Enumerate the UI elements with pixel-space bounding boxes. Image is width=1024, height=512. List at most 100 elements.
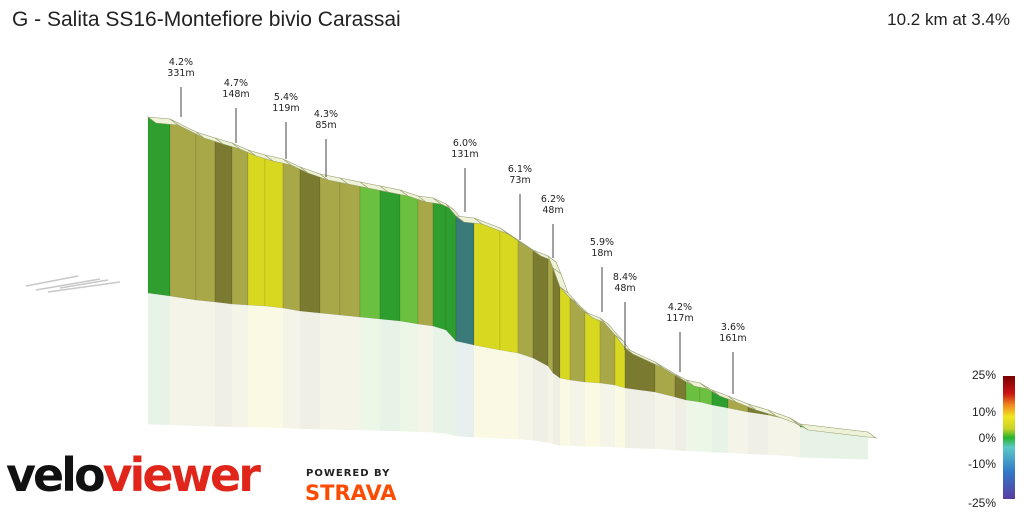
reflection-segment — [148, 293, 170, 425]
segment-grade-label: 4.2% — [169, 57, 193, 68]
reflection-segment — [500, 350, 518, 440]
profile-wall-segments — [147, 116, 869, 435]
legend-label-0: 0% — [978, 431, 996, 445]
strava-logo: STRAVA — [305, 481, 397, 505]
reflection-segment — [600, 383, 615, 448]
profile-segment — [417, 195, 434, 327]
profile-segment — [214, 137, 233, 305]
segment-marker: 4.3%85m — [314, 109, 338, 177]
reflection-segment — [433, 326, 446, 434]
segment-length-label: 119m — [272, 103, 299, 114]
wind-streak — [59, 279, 109, 289]
reflection-segment — [456, 341, 474, 438]
profile-segment — [169, 118, 197, 301]
reflection-segment — [675, 397, 686, 451]
profile-segment — [299, 166, 321, 314]
segment-marker: 6.1%73m — [508, 164, 532, 240]
reflection-segment — [615, 385, 625, 448]
profile-segment — [517, 239, 534, 359]
reflection-segment — [265, 306, 283, 428]
reflection-segment — [533, 358, 548, 443]
profile-segment — [264, 154, 284, 309]
profile-segment — [339, 177, 361, 318]
profile-segment — [231, 142, 249, 306]
legend-label-minus25: -25% — [967, 496, 996, 510]
segment-length-label: 85m — [315, 120, 336, 131]
profile-segment — [473, 217, 501, 351]
reflection-segment — [712, 405, 728, 453]
reflection-segment — [474, 345, 500, 439]
powered-by-label: POWERED BY — [306, 468, 391, 479]
profile-segment — [432, 197, 447, 331]
reflection-segment — [768, 415, 790, 456]
segment-grade-label: 6.0% — [453, 138, 477, 149]
segment-length-label: 148m — [222, 89, 249, 100]
reflection-segment — [215, 302, 232, 427]
profile-segment — [195, 131, 216, 303]
reflection-segment — [446, 330, 456, 437]
profile-segment — [445, 203, 457, 342]
profile-segment — [359, 181, 381, 320]
profile-segment — [247, 149, 266, 307]
reflection-segment — [232, 304, 248, 428]
segment-length-label: 117m — [666, 313, 693, 324]
profile-segment — [569, 297, 586, 383]
profile-segment — [584, 311, 601, 384]
reflection-segment — [570, 380, 585, 447]
segment-grade-label: 4.7% — [224, 78, 248, 89]
reflection-segment — [380, 319, 400, 432]
reflection-segment — [686, 400, 700, 452]
segment-length-label: 73m — [509, 175, 530, 186]
segment-length-label: 331m — [167, 68, 194, 79]
wind-streak — [35, 278, 101, 291]
reflection-segment — [728, 408, 748, 454]
wind-streaks — [25, 275, 121, 293]
reflection-segment — [248, 305, 265, 428]
legend-label-minus10: -10% — [967, 457, 996, 471]
logo-viewer: viewer — [102, 448, 261, 502]
veloviewer-logo: veloviewer — [6, 452, 261, 498]
segment-marker: 4.2%331m — [167, 57, 195, 117]
page-title: G - Salita SS16-Montefiore bivio Carassa… — [12, 8, 401, 31]
reflection-segment — [400, 321, 418, 432]
segment-marker: 4.7%148m — [222, 78, 250, 143]
reflection-segment — [340, 315, 360, 431]
reflection-segment — [553, 373, 560, 446]
profile-segment — [499, 227, 519, 354]
reflection-segment — [655, 392, 675, 451]
profile-reflection — [148, 293, 868, 460]
profile-segment — [399, 189, 419, 325]
segment-grade-label: 5.9% — [590, 237, 614, 248]
segment-marker: 3.6%161m — [719, 322, 747, 394]
segment-length-label: 18m — [591, 248, 612, 259]
reflection-segment — [748, 412, 768, 455]
profile-segment — [547, 255, 554, 374]
reflection-segment — [700, 402, 712, 453]
logo-velo: velo — [6, 448, 106, 502]
profile-segment — [532, 249, 549, 367]
segment-marker: 6.0%131m — [451, 138, 479, 212]
profile-segment — [624, 347, 656, 393]
reflection-segment — [170, 296, 196, 426]
segment-grade-label: 3.6% — [721, 322, 745, 333]
reflection-segment — [320, 313, 340, 430]
profile-segment — [147, 116, 171, 297]
profile-segment — [599, 317, 616, 386]
reflection-segment — [548, 366, 553, 445]
profile-segment — [282, 158, 301, 312]
gradient-legend-bar — [1003, 376, 1015, 499]
segment-marker: 5.9%18m — [590, 237, 614, 312]
segment-marker: 4.2%117m — [666, 302, 694, 372]
segment-length-label: 48m — [614, 283, 635, 294]
wind-streak — [47, 281, 121, 293]
segment-grade-label: 4.3% — [314, 109, 338, 120]
reflection-segment — [790, 420, 800, 458]
climb-summary: 10.2 km at 3.4% — [887, 10, 1010, 29]
reflection-segment — [560, 378, 570, 446]
segment-grade-label: 8.4% — [613, 272, 637, 283]
reflection-segment — [418, 324, 433, 433]
segment-marker: 8.4%48m — [613, 272, 637, 350]
segment-length-label: 48m — [542, 205, 563, 216]
wind-streak — [25, 275, 79, 287]
